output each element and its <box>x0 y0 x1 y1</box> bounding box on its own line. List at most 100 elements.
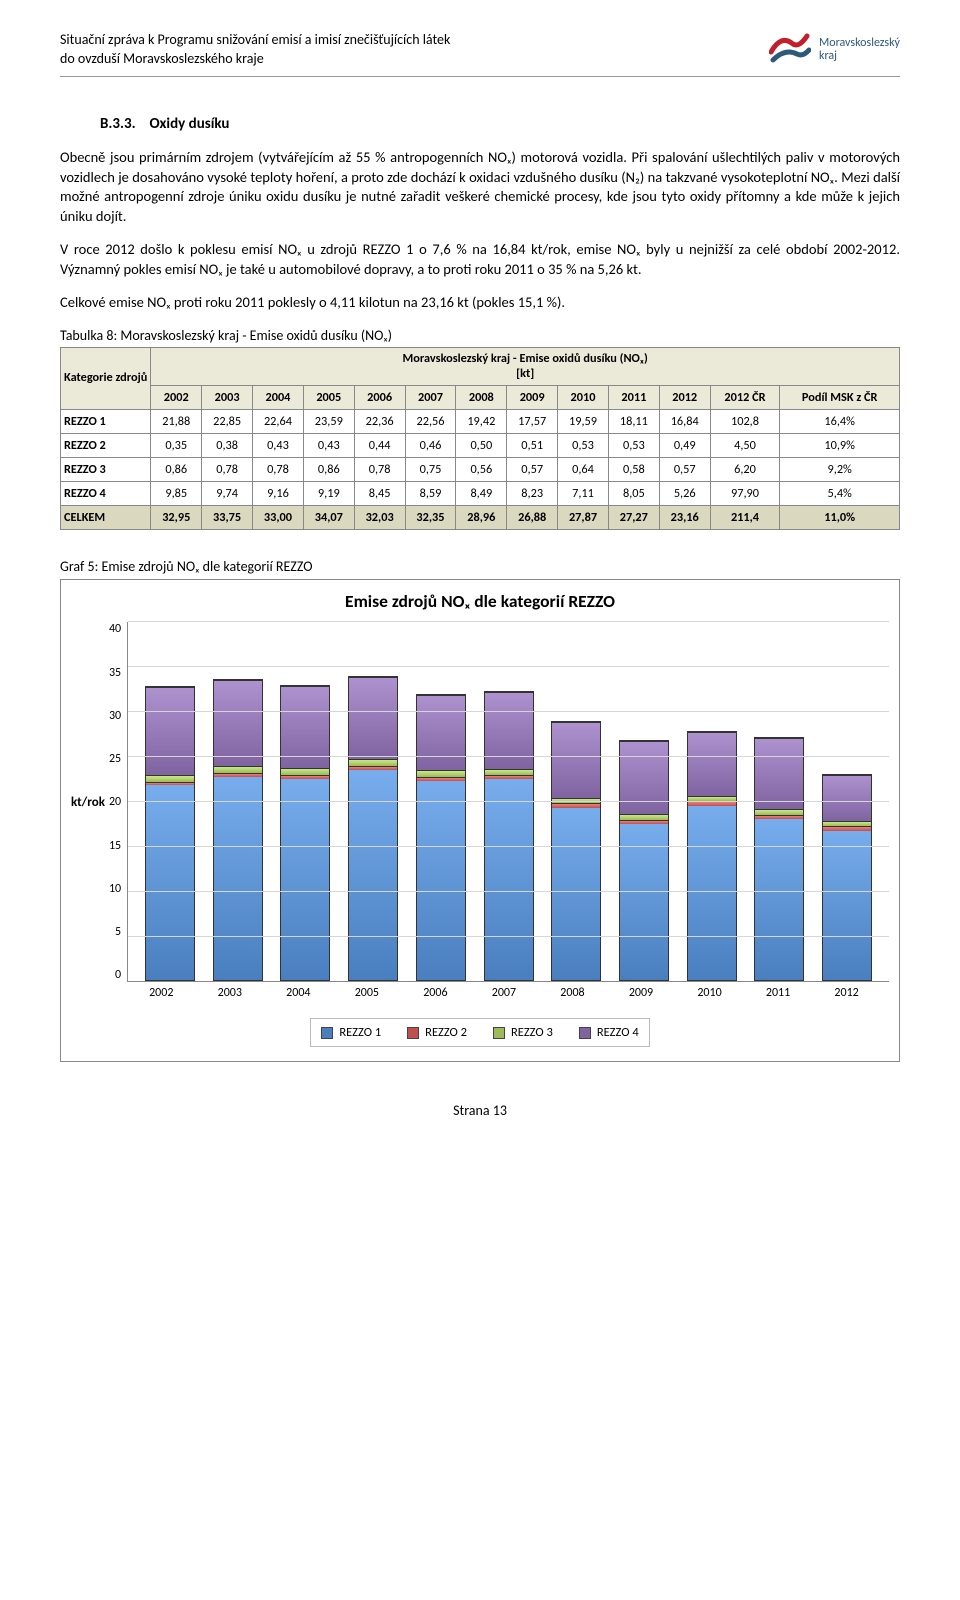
x-tick: 2009 <box>616 986 666 1000</box>
cell-value: 0,51 <box>507 434 558 458</box>
cell-category: REZZO 2 <box>61 434 151 458</box>
cell-value: 0,46 <box>405 434 456 458</box>
bar-segment <box>146 775 194 783</box>
paragraph-2: V roce 2012 došlo k poklesu emisí NOₓ u … <box>60 240 900 279</box>
grid-line <box>128 846 889 847</box>
bar-segment <box>214 766 262 773</box>
x-tick: 2004 <box>273 986 323 1000</box>
bar-segment <box>485 692 533 769</box>
legend-item: REZZO 1 <box>321 1025 381 1040</box>
y-axis-label: kt/rok <box>71 795 105 810</box>
cell-value: 19,59 <box>558 410 609 434</box>
bar-segment <box>552 808 600 981</box>
col-year: 2008 <box>456 386 507 410</box>
chart-container: Emise zdrojů NOₓ dle kategorií REZZO kt/… <box>60 579 900 1062</box>
section-heading: B.3.3. Oxidy dusíku <box>60 112 900 133</box>
logo-text-2: kraj <box>819 50 900 63</box>
legend-item: REZZO 2 <box>407 1025 467 1040</box>
grid-line <box>128 936 889 937</box>
cell-value: 0,50 <box>456 434 507 458</box>
grid-line <box>128 711 889 712</box>
paragraph-3: Celkové emise NOₓ proti roku 2011 pokles… <box>60 293 900 313</box>
cell-value: 22,85 <box>202 410 253 434</box>
legend-label: REZZO 2 <box>425 1025 467 1040</box>
table-row: REZZO 20,350,380,430,430,440,460,500,510… <box>61 434 900 458</box>
cell-value: 0,58 <box>608 458 659 482</box>
bar-segment <box>417 770 465 777</box>
cell-value: 10,9% <box>780 434 900 458</box>
cell-value: 32,35 <box>405 506 456 530</box>
cell-value: 0,53 <box>608 434 659 458</box>
cell-value: 8,45 <box>354 482 405 506</box>
y-tick: 25 <box>109 752 121 766</box>
bar-stack <box>687 731 737 981</box>
table-row: REZZO 30,860,780,780,860,780,750,560,570… <box>61 458 900 482</box>
logo-text: Moravskoslezský kraj <box>819 37 900 63</box>
chart-legend: REZZO 1REZZO 2REZZO 3REZZO 4 <box>310 1018 649 1047</box>
chart-area: kt/rok 4035302520151050 <box>71 622 889 982</box>
col-share: Podíl MSK z ČR <box>780 386 900 410</box>
legend-swatch <box>321 1027 333 1039</box>
x-tick: 2010 <box>685 986 735 1000</box>
cell-value: 16,4% <box>780 410 900 434</box>
legend-item: REZZO 3 <box>493 1025 553 1040</box>
cell-category: CELKEM <box>61 506 151 530</box>
col-cr: 2012 ČR <box>710 386 780 410</box>
bar-segment <box>823 775 871 822</box>
cell-value: 33,75 <box>202 506 253 530</box>
cell-value: 0,57 <box>507 458 558 482</box>
bar-segment <box>146 785 194 980</box>
cell-value: 0,78 <box>354 458 405 482</box>
bar-segment <box>214 777 262 981</box>
cell-value: 34,07 <box>303 506 354 530</box>
cell-value: 9,85 <box>151 482 202 506</box>
table-row: REZZO 49,859,749,169,198,458,598,498,237… <box>61 482 900 506</box>
legend-swatch <box>407 1027 419 1039</box>
cell-value: 8,49 <box>456 482 507 506</box>
bar-segment <box>281 768 329 775</box>
bar-segment <box>552 722 600 798</box>
bar-stack <box>619 740 669 981</box>
cell-value: 23,59 <box>303 410 354 434</box>
bar-segment <box>755 819 803 980</box>
col-year: 2004 <box>253 386 304 410</box>
bar-stack <box>416 694 466 981</box>
cell-category: REZZO 1 <box>61 410 151 434</box>
table-supertitle: Moravskoslezský kraj - Emise oxidů dusík… <box>151 347 900 386</box>
cell-value: 102,8 <box>710 410 780 434</box>
cell-value: 0,43 <box>253 434 304 458</box>
cell-category: REZZO 4 <box>61 482 151 506</box>
bar-segment <box>485 779 533 980</box>
x-tick: 2006 <box>410 986 460 1000</box>
bar-segment <box>688 732 736 795</box>
bar-segment <box>823 831 871 981</box>
section-number: B.3.3. <box>100 115 136 133</box>
cell-value: 19,42 <box>456 410 507 434</box>
bar-segment <box>485 769 533 776</box>
bar-stack <box>551 721 601 981</box>
cell-value: 26,88 <box>507 506 558 530</box>
header-title: Situační zpráva k Programu snižování emi… <box>60 31 450 69</box>
table-title-1: Moravskoslezský kraj - Emise oxidů dusík… <box>154 352 896 367</box>
cell-value: 0,86 <box>303 458 354 482</box>
cell-value: 0,38 <box>202 434 253 458</box>
bar-segment <box>620 741 668 814</box>
x-tick: 2012 <box>822 986 872 1000</box>
cell-value: 0,49 <box>659 434 710 458</box>
cell-value: 7,11 <box>558 482 609 506</box>
cell-value: 8,05 <box>608 482 659 506</box>
col-year: 2009 <box>507 386 558 410</box>
row-total: CELKEM32,9533,7533,0034,0732,0332,3528,9… <box>61 506 900 530</box>
cell-value: 33,00 <box>253 506 304 530</box>
cell-value: 23,16 <box>659 506 710 530</box>
y-tick: 20 <box>109 795 121 809</box>
col-year: 2010 <box>558 386 609 410</box>
bar-segment <box>146 687 194 775</box>
cell-value: 4,50 <box>710 434 780 458</box>
bar-stack <box>822 774 872 982</box>
bar-segment <box>349 677 397 759</box>
chart-title: Emise zdrojů NOₓ dle kategorií REZZO <box>71 590 889 612</box>
table-caption: Tabulka 8: Moravskoslezský kraj - Emise … <box>60 327 900 344</box>
col-year: 2007 <box>405 386 456 410</box>
cell-category: REZZO 3 <box>61 458 151 482</box>
